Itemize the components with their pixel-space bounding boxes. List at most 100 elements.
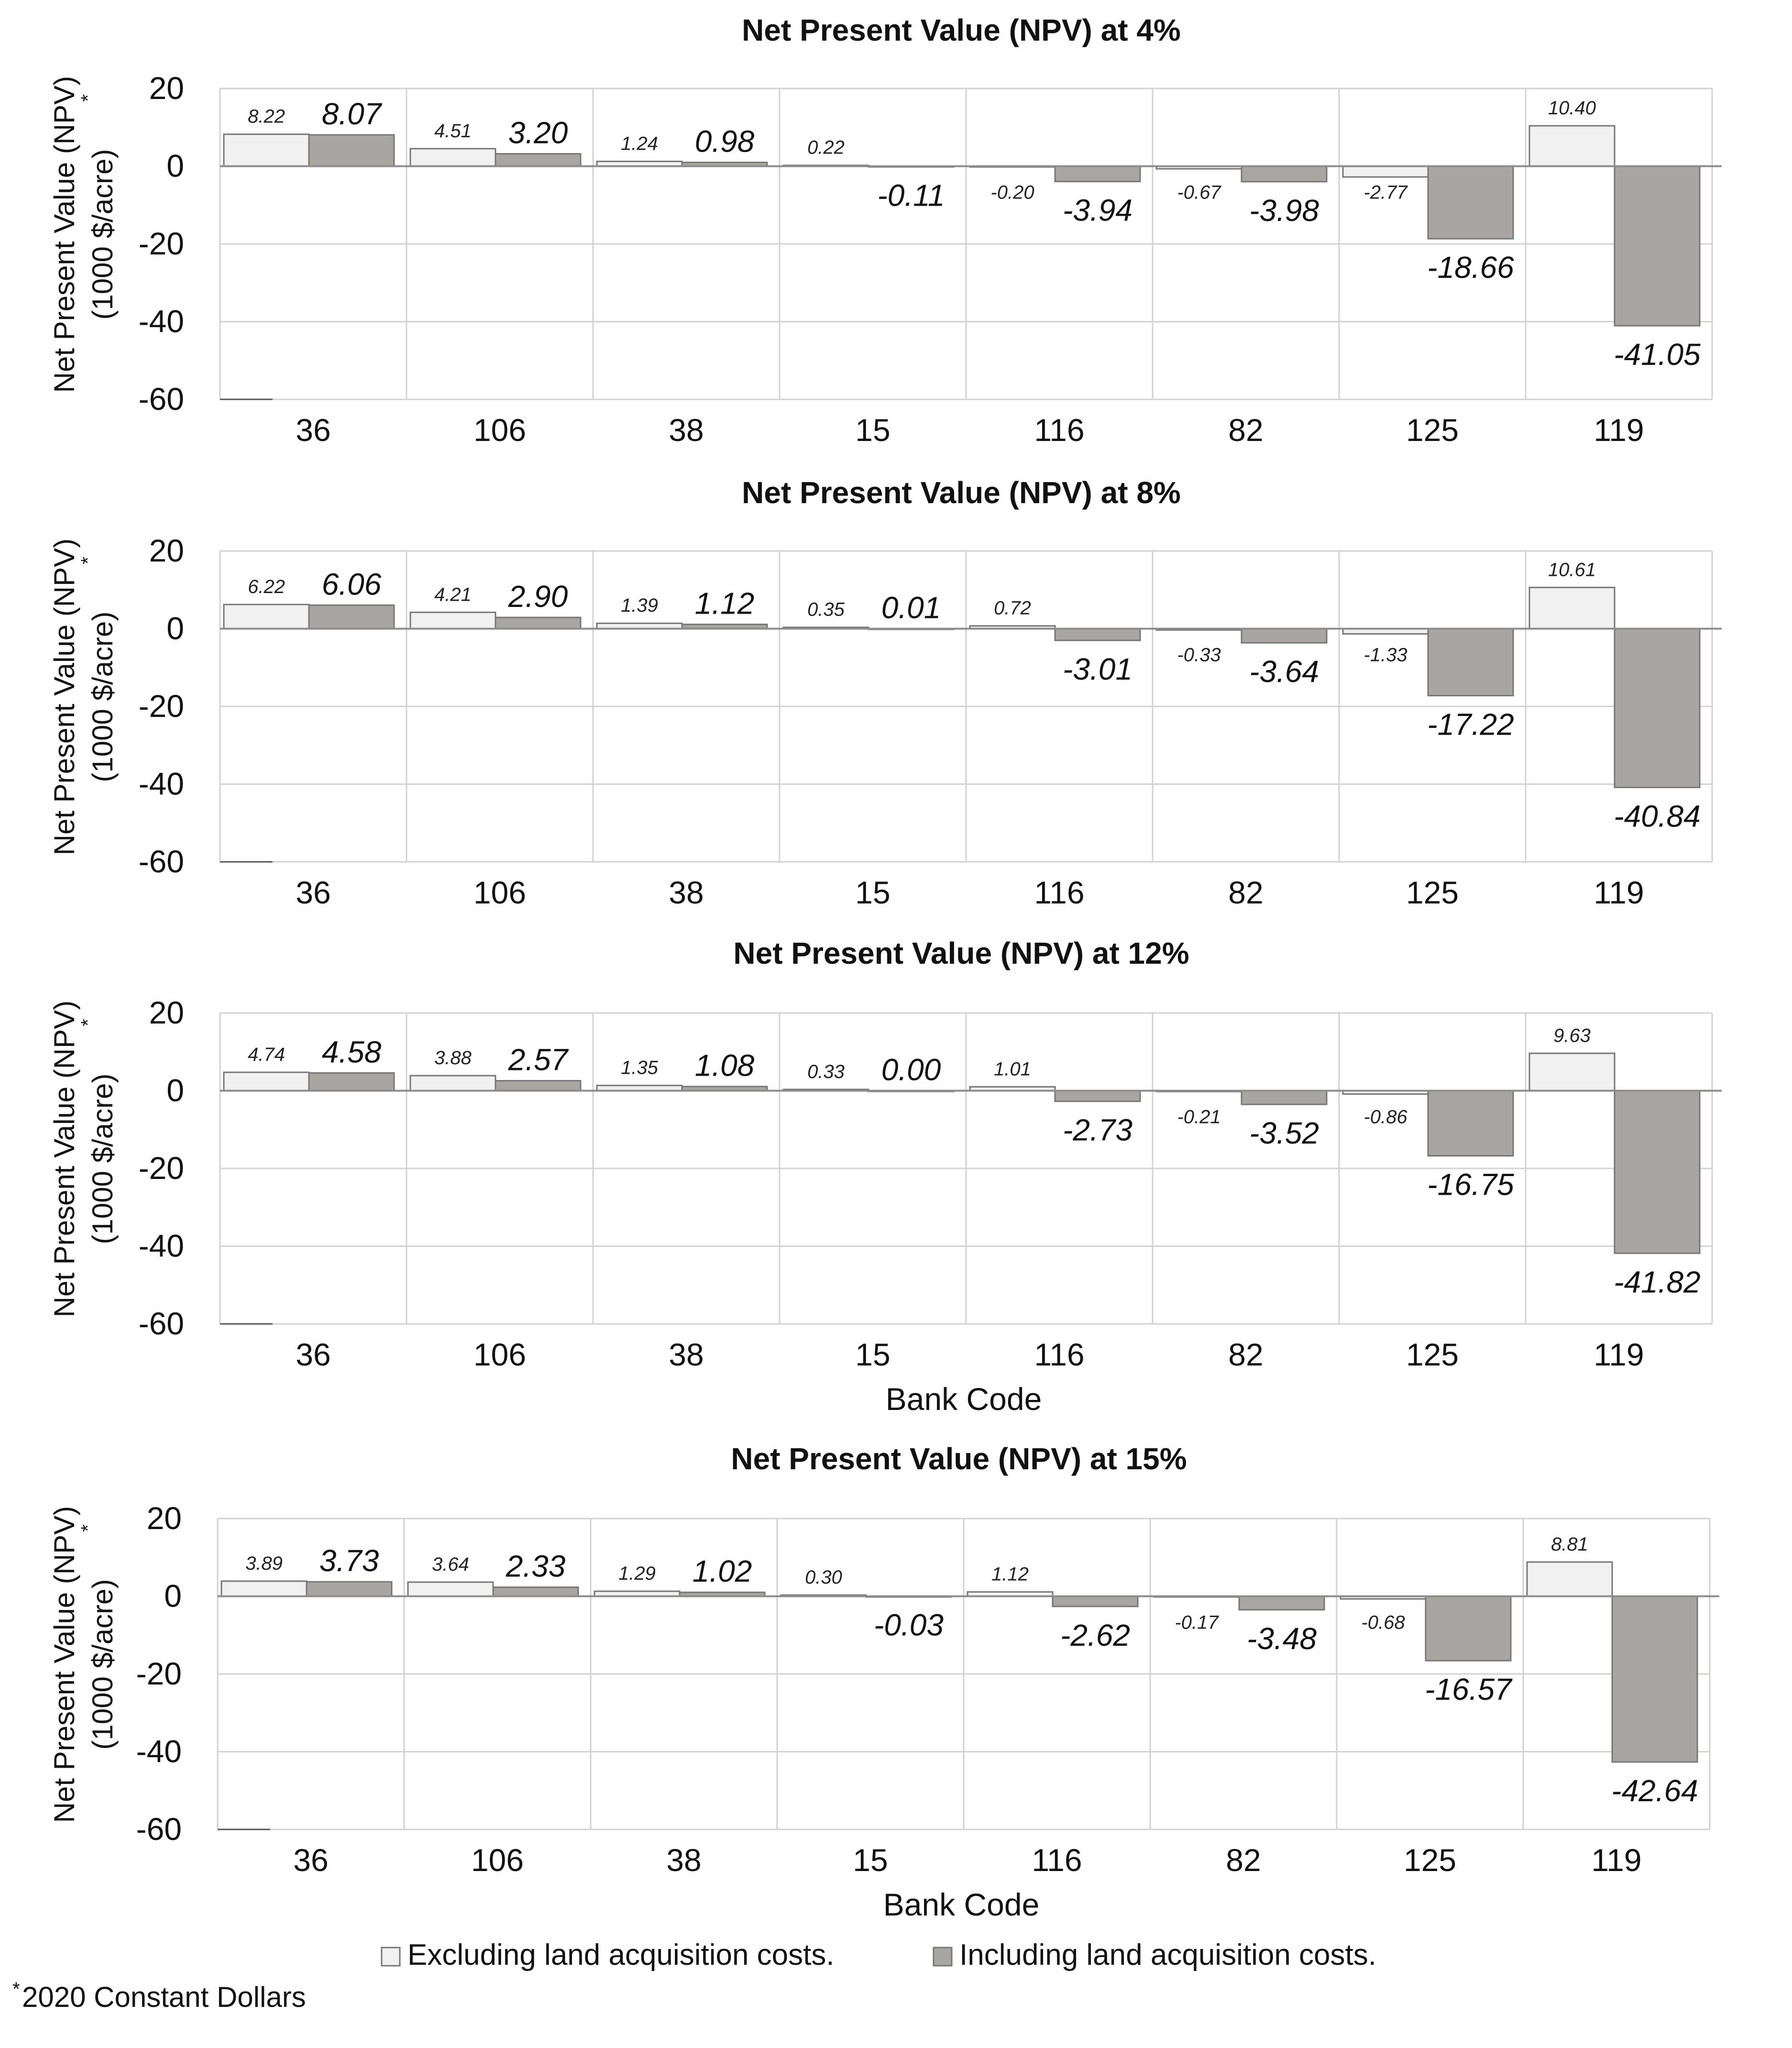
x-tick-label: 119 <box>1594 1337 1644 1372</box>
data-label-excluding: 0.72 <box>994 598 1031 619</box>
bar-including-82 <box>1241 628 1328 644</box>
data-label-including: -3.52 <box>1249 1116 1319 1150</box>
data-label-including: 2.57 <box>508 1043 569 1077</box>
y-tick-label: 0 <box>166 611 184 646</box>
y-axis-label-mark: * <box>77 1524 99 1532</box>
legend-label-excluding: Excluding land acquisition costs. <box>407 1938 835 1971</box>
x-tick-label: 82 <box>1228 875 1263 910</box>
bar-including-119 <box>1614 1090 1701 1254</box>
data-label-including: 0.98 <box>695 124 755 159</box>
data-label-excluding: 8.81 <box>1551 1534 1588 1555</box>
data-label-excluding: 10.61 <box>1548 559 1596 580</box>
bar-excluding-119 <box>1528 1052 1616 1092</box>
x-tick-label: 116 <box>1034 1337 1084 1372</box>
x-tick-label: 125 <box>1406 412 1459 448</box>
bar-including-106 <box>492 1586 579 1597</box>
data-label-excluding: 1.29 <box>618 1563 656 1584</box>
data-label-excluding: 0.22 <box>807 137 845 158</box>
x-tick-label: 125 <box>1406 875 1459 910</box>
y-tick-label: -20 <box>136 1656 182 1691</box>
bar-including-116 <box>1054 165 1141 183</box>
data-label-including: -3.98 <box>1249 193 1319 228</box>
x-tick-label: 119 <box>1594 875 1644 910</box>
x-tick-label: 82 <box>1228 412 1263 448</box>
data-label-including: 0.01 <box>881 590 941 625</box>
y-axis-label-line1: Net Present Value (NPV) <box>48 1001 80 1318</box>
x-tick-label: 106 <box>473 1337 526 1372</box>
data-label-excluding: 10.40 <box>1548 98 1596 119</box>
x-tick-label: 36 <box>293 1842 328 1878</box>
data-label-including: -18.66 <box>1427 250 1514 285</box>
data-label-including: 3.20 <box>508 116 568 150</box>
x-tick-label: 38 <box>669 875 704 910</box>
y-tick-label: -40 <box>136 1734 182 1769</box>
bar-including-119 <box>1611 1596 1698 1763</box>
bar-including-36 <box>306 1581 393 1597</box>
y-axis-label-mark: * <box>77 1019 99 1026</box>
data-label-including: -3.01 <box>1063 652 1132 686</box>
data-label-including: 8.07 <box>322 97 383 131</box>
data-label-excluding: -0.86 <box>1363 1107 1407 1128</box>
bar-excluding-119 <box>1528 586 1616 629</box>
data-label-excluding: -0.68 <box>1361 1612 1405 1633</box>
y-tick-label: 20 <box>149 70 184 106</box>
bar-excluding-106 <box>409 1075 496 1092</box>
data-label-excluding: 1.35 <box>621 1057 659 1079</box>
x-tick-label: 82 <box>1226 1842 1261 1878</box>
y-axis-label-line2: (1000 $/acre) <box>87 612 119 782</box>
x-tick-label: 125 <box>1404 1842 1456 1878</box>
y-tick-label: -40 <box>139 304 184 339</box>
x-tick-label: 106 <box>473 412 526 448</box>
data-label-including: 2.33 <box>506 1549 566 1584</box>
y-tick-label: -20 <box>139 1150 184 1186</box>
bar-including-125 <box>1427 165 1514 240</box>
bar-excluding-119 <box>1526 1561 1613 1597</box>
chart-panel-1: Net Present Value (NPV) at 4% 20 0 -20 -40 -6… <box>48 13 1722 448</box>
data-label-including: -42.64 <box>1611 1773 1698 1808</box>
x-tick-label: 36 <box>296 1337 330 1372</box>
y-tick-label: -60 <box>139 1306 184 1341</box>
x-tick-label: 116 <box>1034 412 1084 448</box>
footnote-mark: * <box>12 1979 20 2000</box>
chart-panel-4: Net Present Value (NPV) at 15% 20 0 -20 -40 -… <box>48 1442 1719 1922</box>
x-tick-label: 36 <box>296 875 330 910</box>
bar-including-36 <box>308 604 395 629</box>
bar-including-36 <box>308 1072 395 1092</box>
data-label-including: 2.90 <box>508 579 568 614</box>
data-label-excluding: 4.51 <box>434 121 472 142</box>
x-tick-label: 119 <box>1591 1842 1641 1878</box>
y-tick-label: 0 <box>166 1073 184 1108</box>
data-label-excluding: 1.39 <box>621 595 658 616</box>
data-label-excluding: 0.35 <box>807 599 845 620</box>
y-tick-label: -60 <box>139 381 184 417</box>
chart-title: Net Present Value (NPV) at 15% <box>731 1442 1187 1476</box>
chart-title: Net Present Value (NPV) at 4% <box>742 13 1181 47</box>
x-tick-label: 36 <box>296 412 330 448</box>
chart-panel-2: Net Present Value (NPV) at 8% 20 0 -20 -40 -6… <box>48 475 1722 910</box>
data-label-excluding: 3.88 <box>434 1047 472 1068</box>
data-label-including: 1.08 <box>695 1048 755 1083</box>
bar-excluding-36 <box>223 604 310 630</box>
data-label-including: -3.64 <box>1249 654 1319 689</box>
data-label-excluding: 0.33 <box>807 1061 845 1082</box>
y-tick-label: 0 <box>166 148 184 184</box>
bar-including-119 <box>1614 165 1701 327</box>
x-tick-label: 38 <box>669 1337 704 1372</box>
x-tick-label: 116 <box>1034 875 1084 910</box>
data-label-excluding: 4.21 <box>434 584 472 605</box>
data-label-excluding: -0.21 <box>1177 1107 1220 1128</box>
x-tick-label: 38 <box>666 1842 701 1878</box>
y-axis-label-line2: (1000 $/acre) <box>87 1074 119 1244</box>
data-label-excluding: -0.67 <box>1177 182 1221 203</box>
data-label-including: -40.84 <box>1614 799 1700 833</box>
bar-excluding-106 <box>409 148 496 167</box>
bar-excluding-125 <box>1342 165 1429 178</box>
bar-including-82 <box>1241 165 1328 183</box>
x-tick-label: 125 <box>1406 1337 1459 1372</box>
y-axis-label-line1: Net Present Value (NPV) <box>48 1506 80 1823</box>
bar-including-106 <box>495 153 582 167</box>
chart-panel-3: Net Present Value (NPV) at 12% 20 0 -20 -40 -… <box>48 936 1722 1417</box>
y-tick-label: 0 <box>164 1578 182 1614</box>
